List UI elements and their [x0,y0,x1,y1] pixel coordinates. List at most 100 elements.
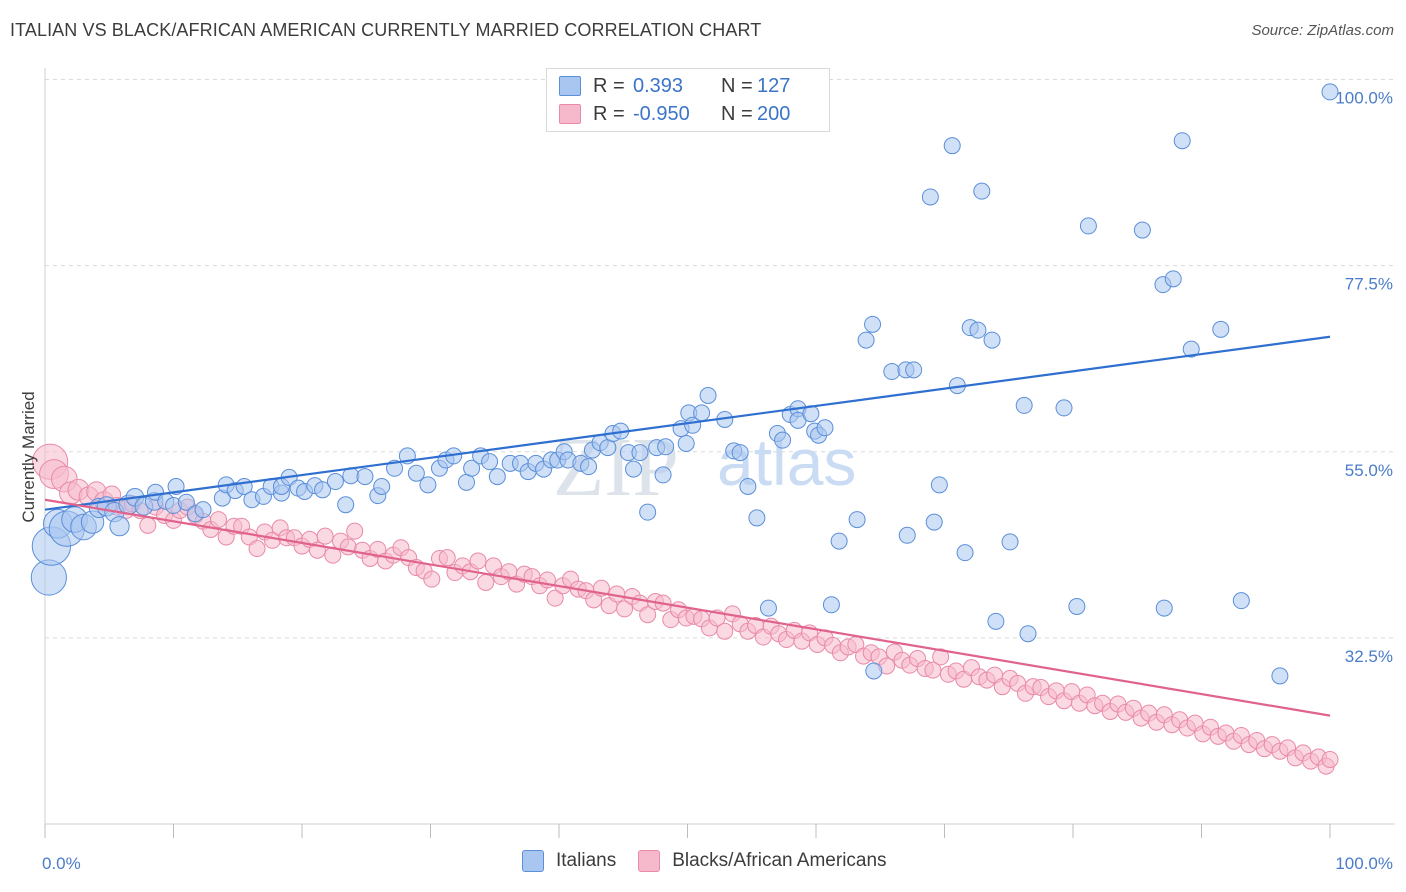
italian-point [631,444,649,462]
italian-point [481,453,499,471]
italian-point [654,466,672,484]
legend-swatch-pink [559,104,581,124]
italian-point [816,419,834,437]
italian-point [925,513,943,531]
black-african-american-point [248,540,266,558]
italian-point [1182,340,1200,358]
italian-point [898,526,916,544]
italian-point [956,544,974,562]
italian-point [739,477,757,495]
blacks-trend-line [44,498,1331,717]
legend-row-blacks: R = -0.950 N = 200 [559,101,790,127]
italian-point [830,532,848,550]
black-african-american-point [438,549,456,567]
italian-point [693,404,711,422]
italian-point [883,363,901,381]
legend-item-blacks: Blacks/African Americans [638,850,887,872]
black-african-american-point [716,622,734,640]
legend-label-italians: Italians [556,850,617,871]
legend-r-label: R = [593,102,625,125]
italian-point [943,137,961,155]
italian-point [930,476,948,494]
italian-point [748,509,766,527]
italian-point [699,386,717,404]
italian-point [1133,221,1151,239]
italian-point [759,599,777,617]
italian-point [1321,83,1339,101]
italian-point [407,464,425,482]
legend-n-value: 127 [757,74,791,97]
italian-point [1271,667,1289,685]
italian-point [488,468,506,486]
italians-trend-line [44,335,1331,511]
legend-r-label: R = [593,74,625,97]
italian-point [1015,396,1033,414]
legend-swatch-blacks [638,850,661,872]
italian-point [639,503,657,521]
legend-n-label: N = [721,102,753,125]
italian-point [905,361,923,379]
black-african-american-point [1321,750,1339,768]
italian-point [822,596,840,614]
black-african-american-point [477,573,495,591]
black-african-american-point [209,511,227,529]
italian-point [1001,533,1019,551]
italian-point [194,501,212,519]
italian-point [356,468,374,486]
legend-n-value: 200 [757,102,791,125]
y-tick-label: 32.5% [1345,647,1393,666]
legend-swatch-italians [522,850,544,872]
stats-legend: R = 0.393 N = 127 R = -0.950 N = 200 [546,68,830,132]
legend-r-value: -0.950 [633,102,690,125]
italian-point [109,516,130,537]
italian-point [857,331,875,349]
series-legend: Italians Blacks/African Americans [522,850,909,872]
italian-point [969,321,987,339]
black-african-american-point [546,589,564,607]
italian-point [177,493,195,511]
y-axis-title: Currently Married [19,391,38,522]
y-tick-label: 55.0% [1345,461,1393,480]
legend-swatch-blue [559,76,581,96]
legend-item-italians: Italians [522,850,616,872]
italian-point [1212,320,1230,338]
italian-point [731,444,749,462]
italian-point [337,496,355,514]
italian-point [864,315,882,333]
italian-point [373,477,391,495]
italian-point [657,438,675,456]
legend-n-label: N = [721,74,753,97]
black-african-american-point [639,606,657,624]
italian-point [921,188,939,206]
italian-point [1068,597,1086,615]
legend-label-blacks: Blacks/African Americans [672,850,887,871]
black-african-american-point [139,516,157,534]
italian-point [419,476,437,494]
source-credit: Source: ZipAtlas.com [1251,22,1394,39]
black-african-american-point [423,570,441,588]
black-african-american-point [616,600,634,618]
italian-point [314,481,332,499]
black-african-american-point [932,648,950,666]
italian-point [580,458,598,476]
black-african-american-point [469,552,487,570]
black-african-american-point [316,527,334,545]
italian-point [1164,270,1182,288]
italian-point [848,511,866,529]
italian-point [865,662,883,680]
italian-point [463,459,481,477]
italian-point [677,434,695,452]
italian-point [326,473,344,491]
italian-point [1055,399,1073,417]
italian-point [1232,592,1250,610]
italian-point [1173,132,1191,150]
italian-point [1155,599,1173,617]
black-african-american-point [346,522,364,540]
italian-point [386,459,404,477]
legend-row-italians: R = 0.393 N = 127 [559,73,790,99]
italian-point [1019,625,1037,643]
x-tick-label: 0.0% [42,854,81,873]
italian-point [983,331,1001,349]
chart-title: ITALIAN VS BLACK/AFRICAN AMERICAN CURREN… [10,20,762,40]
italian-point [987,612,1005,630]
